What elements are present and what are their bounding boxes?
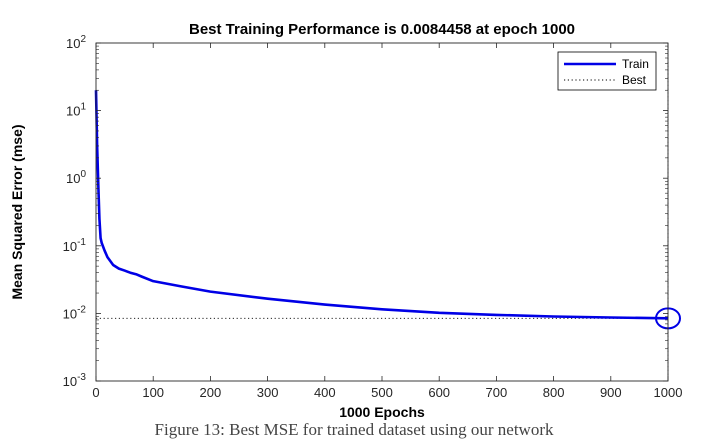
legend: Train Best [557, 51, 657, 91]
x-tick-label: 0 [92, 385, 99, 400]
x-tick-label: 800 [543, 385, 565, 400]
y-tick-label: 101 [66, 102, 86, 119]
y-tick-label: 10-1 [63, 237, 87, 254]
x-tick-label: 200 [200, 385, 222, 400]
x-tick-label: 500 [371, 385, 393, 400]
y-tick-label: 100 [66, 169, 86, 186]
axes-layer: 0 100 200 300 400 500 600 700 800 900 1000 10-3 10-2… [63, 34, 683, 400]
y-tick-label: 10-2 [63, 304, 87, 321]
x-tick-label: 700 [486, 385, 508, 400]
train-series-line [94, 90, 669, 320]
figure-caption: Figure 13: Best MSE for trained dataset … [154, 420, 554, 439]
x-tick-label: 100 [142, 385, 164, 400]
legend-best-label: Best [622, 73, 647, 87]
plot-frame [95, 42, 669, 382]
x-tick-label: 400 [314, 385, 336, 400]
y-tick-label: 102 [66, 34, 86, 51]
x-tick-label: 600 [428, 385, 450, 400]
chart-title: Best Training Performance is 0.0084458 a… [189, 21, 575, 38]
x-tick-label: 1000 [654, 385, 683, 400]
plot-background [96, 43, 668, 381]
x-tick-label: 900 [600, 385, 622, 400]
y-axis-label: Mean Squared Error (mse) [9, 124, 25, 299]
legend-train-label: Train [622, 57, 649, 71]
legend-box [557, 51, 657, 91]
x-tick-label: 300 [257, 385, 279, 400]
plot-area [96, 43, 668, 381]
x-axis-label: 1000 Epochs [339, 404, 425, 420]
y-tick-label: 10-3 [63, 372, 87, 389]
